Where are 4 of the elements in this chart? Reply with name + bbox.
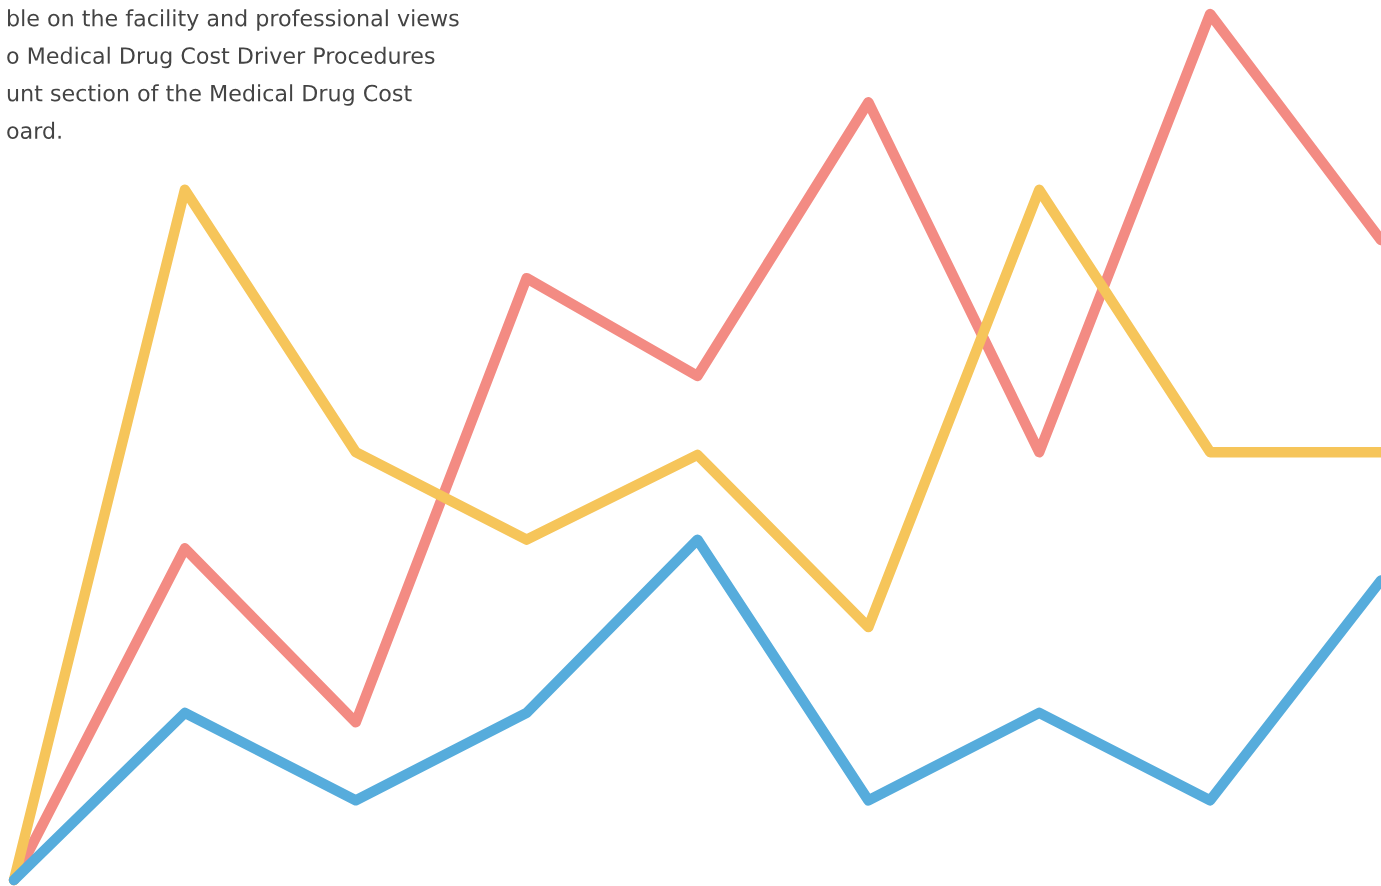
annotation: oard.: [7, 121, 61, 139]
annotation: ble on the facility and professional views: [8, 9, 459, 31]
annotation: unt section of the Medical Drug Cost: [7, 84, 412, 106]
annotation: o Medical Drug Cost Driver Procedures: [7, 46, 435, 69]
